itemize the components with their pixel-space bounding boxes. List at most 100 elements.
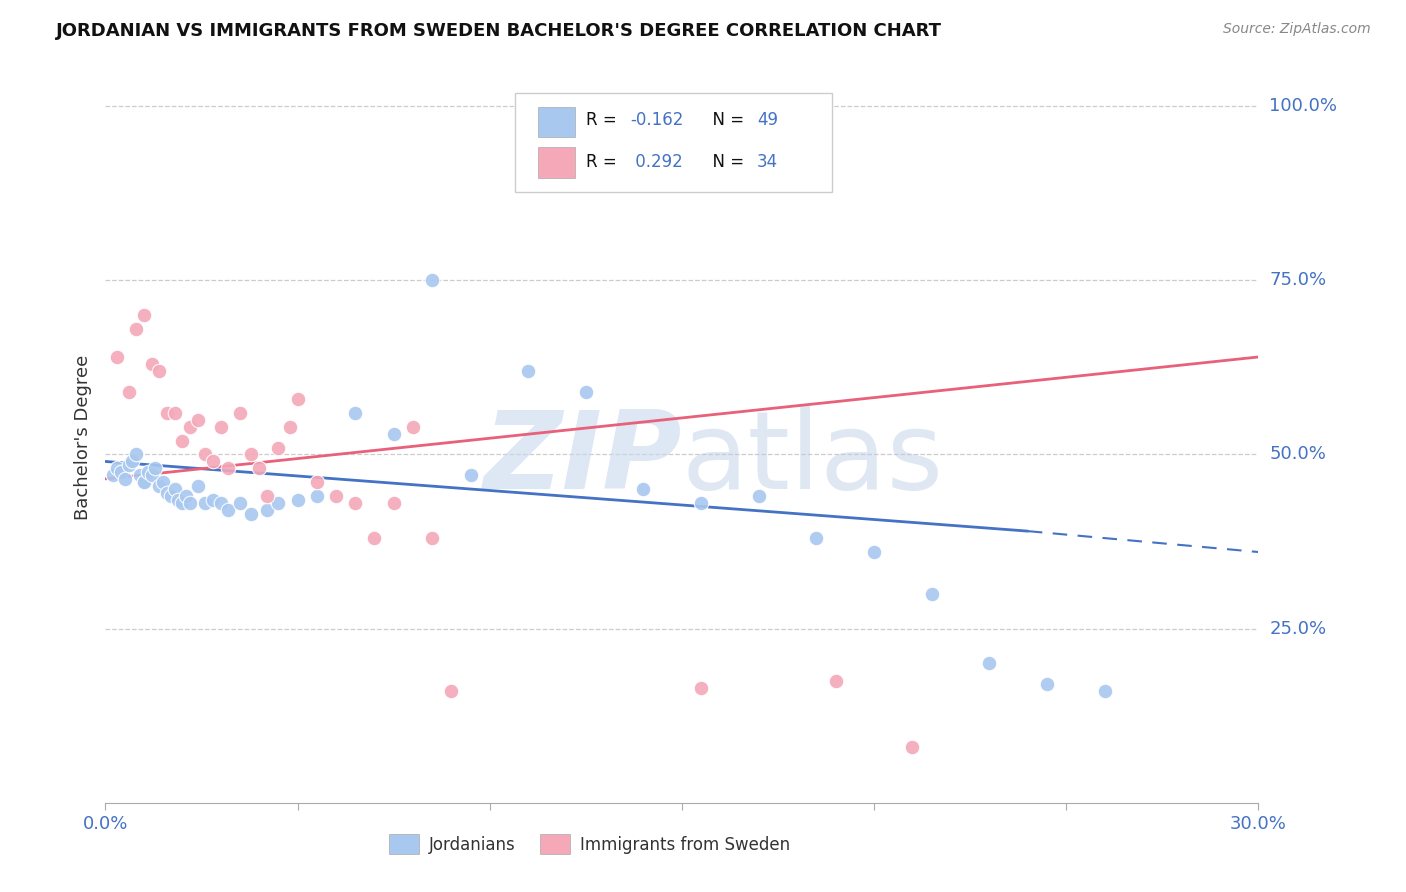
Point: [305, 475, 328, 490]
Text: -0.162: -0.162: [630, 111, 683, 129]
Point: [267, 496, 290, 510]
Point: [172, 434, 194, 448]
Point: [278, 419, 301, 434]
Point: [287, 392, 309, 406]
Text: ZIP: ZIP: [484, 406, 682, 512]
Point: [256, 489, 278, 503]
Text: 75.0%: 75.0%: [1270, 271, 1327, 289]
Point: [136, 465, 159, 479]
Point: [148, 479, 170, 493]
Point: [209, 419, 232, 434]
Text: 49: 49: [756, 111, 778, 129]
Point: [325, 489, 347, 503]
Text: N =: N =: [702, 111, 749, 129]
Point: [125, 322, 148, 336]
Point: [575, 384, 598, 399]
Point: [690, 496, 713, 510]
FancyBboxPatch shape: [515, 94, 832, 192]
Point: [979, 657, 1001, 671]
Point: [1094, 684, 1116, 698]
Point: [921, 587, 943, 601]
Text: Source: ZipAtlas.com: Source: ZipAtlas.com: [1223, 22, 1371, 37]
Point: [633, 483, 655, 497]
Point: [202, 454, 225, 468]
Point: [187, 412, 209, 426]
Text: N =: N =: [702, 153, 749, 171]
Point: [187, 479, 209, 493]
Point: [440, 684, 463, 698]
Point: [163, 483, 186, 497]
Point: [132, 308, 155, 322]
Point: [217, 461, 239, 475]
Point: [141, 357, 163, 371]
Point: [145, 461, 167, 475]
Legend: Jordanians, Immigrants from Sweden: Jordanians, Immigrants from Sweden: [382, 828, 797, 860]
Point: [256, 503, 278, 517]
Text: 50.0%: 50.0%: [1270, 445, 1326, 464]
Point: [163, 406, 186, 420]
Point: [420, 273, 443, 287]
Point: [117, 458, 139, 472]
Point: [105, 350, 128, 364]
Point: [172, 496, 194, 510]
Point: [344, 496, 367, 510]
Point: [105, 461, 128, 475]
Point: [824, 673, 846, 688]
Text: JORDANIAN VS IMMIGRANTS FROM SWEDEN BACHELOR'S DEGREE CORRELATION CHART: JORDANIAN VS IMMIGRANTS FROM SWEDEN BACH…: [56, 22, 942, 40]
Point: [382, 426, 405, 441]
Point: [806, 531, 828, 545]
Point: [194, 448, 217, 462]
Point: [101, 468, 124, 483]
Point: [110, 465, 132, 479]
Point: [460, 468, 482, 483]
Point: [159, 489, 181, 503]
Point: [1036, 677, 1059, 691]
Text: R =: R =: [586, 111, 623, 129]
Point: [156, 406, 179, 420]
Point: [240, 507, 263, 521]
FancyBboxPatch shape: [537, 107, 575, 137]
Point: [194, 496, 217, 510]
Point: [129, 468, 152, 483]
Point: [901, 740, 924, 755]
Y-axis label: Bachelor's Degree: Bachelor's Degree: [73, 354, 91, 520]
Point: [202, 492, 225, 507]
Point: [179, 496, 201, 510]
Point: [141, 468, 163, 483]
Point: [863, 545, 886, 559]
Point: [117, 384, 139, 399]
Point: [229, 496, 252, 510]
Point: [240, 448, 263, 462]
Text: 25.0%: 25.0%: [1270, 620, 1327, 638]
Point: [125, 448, 148, 462]
Point: [156, 485, 179, 500]
Point: [420, 531, 443, 545]
Point: [179, 419, 201, 434]
Point: [121, 454, 143, 468]
Point: [152, 475, 174, 490]
Text: 100.0%: 100.0%: [1270, 97, 1337, 115]
Point: [132, 475, 155, 490]
Point: [363, 531, 385, 545]
Text: atlas: atlas: [682, 406, 943, 512]
Point: [167, 492, 190, 507]
Point: [402, 419, 425, 434]
Point: [132, 475, 155, 490]
Point: [748, 489, 770, 503]
Point: [517, 364, 540, 378]
Text: 0.292: 0.292: [630, 153, 683, 171]
Point: [114, 472, 136, 486]
Point: [305, 489, 328, 503]
Point: [247, 461, 270, 475]
Point: [344, 406, 367, 420]
Point: [209, 496, 232, 510]
Point: [287, 492, 309, 507]
Text: 34: 34: [756, 153, 778, 171]
Point: [229, 406, 252, 420]
Point: [382, 496, 405, 510]
Point: [148, 364, 170, 378]
Point: [267, 441, 290, 455]
Text: R =: R =: [586, 153, 623, 171]
FancyBboxPatch shape: [537, 147, 575, 178]
Point: [217, 503, 239, 517]
